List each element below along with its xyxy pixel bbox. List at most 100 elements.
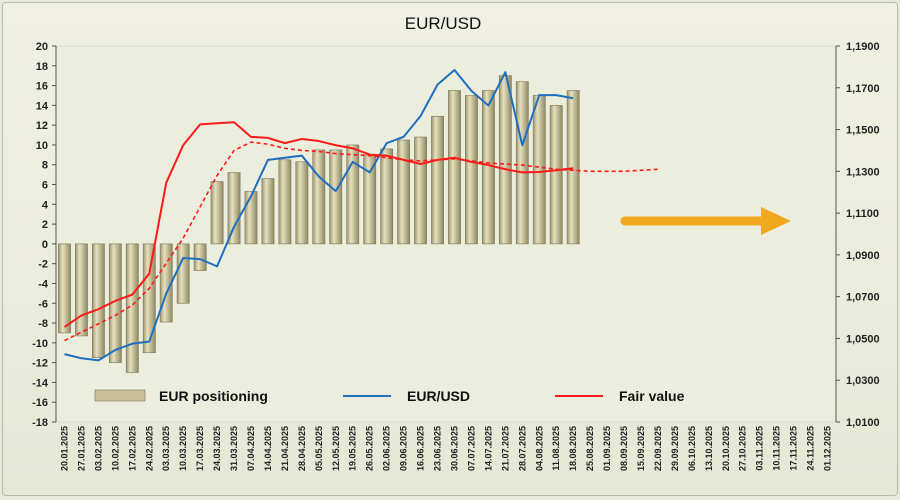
- left-tick-label: 0: [42, 239, 48, 251]
- left-tick-label: 14: [36, 100, 49, 112]
- legend-swatch-positioning: [94, 389, 146, 402]
- positioning-bar: [498, 75, 512, 245]
- left-tick-label: 10: [36, 140, 48, 152]
- positioning-bar: [210, 181, 224, 245]
- positioning-bar: [566, 90, 580, 245]
- x-tick-label: 03.02.2025: [93, 426, 103, 471]
- x-tick-label: 09.06.2025: [399, 426, 409, 471]
- right-tick-label: 1,1300: [846, 166, 880, 178]
- x-tick-label: 17.11.2025: [789, 426, 799, 471]
- positioning-bar: [363, 154, 377, 245]
- positioning-bar: [549, 105, 563, 245]
- x-tick-label: 27.10.2025: [738, 426, 748, 471]
- right-tick-label: 1,1900: [846, 41, 880, 53]
- positioning-bar: [431, 115, 444, 245]
- right-tick-label: 1,0900: [846, 250, 880, 262]
- x-tick-label: 23.06.2025: [433, 426, 443, 471]
- x-tick-label: 21.07.2025: [500, 426, 510, 471]
- right-tick-label: 1,1100: [846, 208, 879, 220]
- positioning-bar: [414, 136, 427, 245]
- x-axis: 20.01.2025 27.01.2025 03.02.2025 10.02.2025…: [59, 426, 832, 471]
- positioning-bar: [312, 149, 326, 245]
- x-tick-label: 20.10.2025: [721, 426, 731, 471]
- left-tick-label: -12: [32, 358, 48, 370]
- positioning-bar: [295, 161, 309, 245]
- x-tick-label: 10.03.2025: [178, 426, 188, 471]
- right-tick-label: 1,0300: [846, 375, 880, 387]
- x-tick-label: 24.11.2025: [806, 426, 816, 471]
- positioning-bar: [448, 90, 461, 245]
- x-tick-label: 15.09.2025: [636, 426, 646, 471]
- left-tick-label: 4: [42, 199, 49, 211]
- x-tick-label: 22.09.2025: [653, 426, 663, 471]
- positioning-bar: [91, 243, 105, 358]
- x-tick-label: 01.09.2025: [602, 426, 612, 471]
- x-tick-label: 27.01.2025: [76, 426, 86, 471]
- positioning-bar: [261, 178, 275, 245]
- positioning-bar: [142, 243, 156, 354]
- x-tick-label: 10.02.2025: [110, 426, 120, 471]
- x-tick-label: 07.07.2025: [466, 426, 476, 471]
- positioning-bar: [193, 243, 207, 271]
- positioning-bar: [329, 149, 343, 245]
- positioning-bar: [75, 243, 88, 337]
- legend-label: Fair value: [619, 388, 685, 404]
- positioning-bar: [481, 90, 495, 245]
- left-tick-label: 2: [42, 219, 48, 231]
- left-tick-label: 20: [36, 41, 48, 53]
- eurusd-line: [64, 69, 574, 362]
- x-tick-label: 16.06.2025: [416, 426, 426, 471]
- x-tick-label: 29.09.2025: [670, 426, 680, 471]
- left-tick-label: -4: [38, 278, 49, 290]
- x-tick-label: 06.10.2025: [687, 426, 697, 471]
- x-tick-label: 10.11.2025: [772, 426, 782, 471]
- left-tick-label: 18: [36, 61, 48, 73]
- positioning-bar: [58, 243, 71, 334]
- x-tick-label: 30.06.2025: [449, 426, 459, 471]
- x-tick-label: 25.08.2025: [585, 426, 595, 471]
- left-tick-label: -8: [38, 318, 48, 330]
- right-tick-label: 1,0100: [846, 417, 880, 429]
- x-tick-label: 21.04.2025: [280, 426, 290, 471]
- x-tick-label: 12.05.2025: [331, 426, 341, 471]
- x-tick-label: 17.02.2025: [127, 426, 137, 471]
- x-tick-label: 13.10.2025: [704, 426, 714, 471]
- fair-value-dashed-line: [64, 141, 659, 342]
- x-tick-label: 28.04.2025: [297, 426, 307, 471]
- x-tick-label: 14.07.2025: [483, 426, 493, 471]
- x-tick-label: 28.07.2025: [517, 426, 527, 471]
- chart: EUR/USD 20181614121086420-2-4-6-8-10-12-…: [32, 14, 880, 471]
- line-series: [63, 69, 659, 362]
- left-tick-label: -10: [32, 338, 48, 350]
- positioning-bar: [125, 243, 139, 373]
- x-tick-label: 17.03.2025: [195, 426, 205, 471]
- trend-arrow: [620, 207, 791, 235]
- plot-area: [55, 45, 837, 423]
- x-tick-label: 24.03.2025: [212, 426, 222, 471]
- fair-value-line: [63, 121, 574, 328]
- x-tick-label: 07.04.2025: [246, 426, 256, 471]
- right-tick-label: 1,0500: [846, 333, 880, 345]
- x-tick-label: 20.01.2025: [59, 426, 69, 471]
- x-tick-label: 11.08.2025: [551, 426, 561, 471]
- chart-title: EUR/USD: [405, 14, 482, 33]
- x-tick-label: 01.12.2025: [823, 426, 833, 471]
- positioning-bar: [532, 95, 546, 245]
- left-tick-label: 12: [36, 120, 48, 132]
- left-tick-label: -16: [32, 397, 48, 409]
- right-axis: 1,1900 1,1700 1,1500 1,1300 1,1100 1,0900 1,07…: [835, 41, 880, 429]
- x-tick-label: 05.05.2025: [314, 426, 324, 471]
- left-tick-label: 8: [42, 160, 48, 172]
- left-tick-label: 6: [42, 180, 48, 192]
- left-tick-label: -6: [38, 298, 48, 310]
- legend-label: EUR/USD: [407, 388, 470, 404]
- positioning-bar: [380, 148, 394, 245]
- positioning-bar: [515, 81, 529, 245]
- left-tick-label: -18: [32, 417, 48, 429]
- positioning-bar: [244, 191, 258, 245]
- positioning-bar: [227, 172, 241, 245]
- left-tick-label: 16: [36, 81, 48, 93]
- arrow-head: [761, 207, 791, 235]
